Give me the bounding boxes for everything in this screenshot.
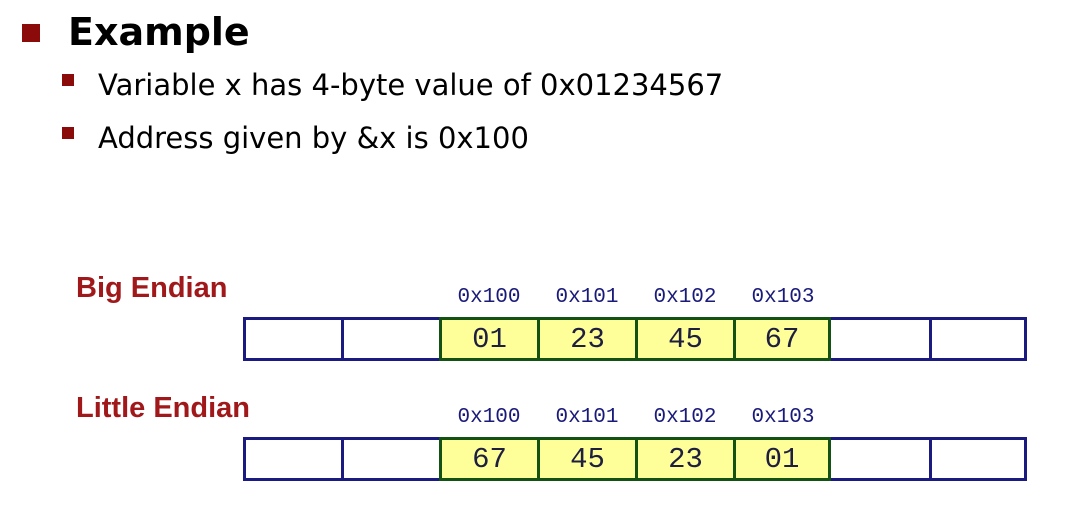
address-label: 0x100 xyxy=(457,286,521,309)
memory-cell-empty xyxy=(341,437,439,481)
memory-cell-empty xyxy=(929,437,1027,481)
heading: Example xyxy=(68,10,250,54)
memory-cell-empty xyxy=(243,317,341,361)
address-label: 0x101 xyxy=(555,286,619,309)
memory-cell-empty xyxy=(341,317,439,361)
little-endian-address-row: 0x100 0x101 0x102 0x103 xyxy=(440,406,832,430)
memory-cell-byte: 67 xyxy=(439,437,537,481)
sub-bullet-icon xyxy=(62,127,74,139)
address-label: 0x103 xyxy=(751,406,815,429)
address-label: 0x101 xyxy=(555,406,619,429)
bullet-address: Address given by &x is 0x100 xyxy=(98,121,529,155)
big-endian-address-row: 0x100 0x101 0x102 0x103 xyxy=(440,286,832,310)
big-endian-label: Big Endian xyxy=(76,272,228,304)
memory-cell-byte: 45 xyxy=(537,437,635,481)
memory-cell-byte: 23 xyxy=(635,437,733,481)
address-label: 0x102 xyxy=(653,286,717,309)
memory-cell-empty xyxy=(929,317,1027,361)
memory-cell-empty xyxy=(831,317,929,361)
little-endian-memory-row: 67 45 23 01 xyxy=(243,437,1027,481)
main-bullet-icon xyxy=(22,24,40,42)
sub-bullet-icon xyxy=(62,74,74,86)
address-label: 0x102 xyxy=(653,406,717,429)
address-label: 0x103 xyxy=(751,286,815,309)
memory-cell-byte: 67 xyxy=(733,317,831,361)
bullet-variable-value: Variable x has 4-byte value of 0x0123456… xyxy=(98,68,724,102)
memory-cell-byte: 23 xyxy=(537,317,635,361)
little-endian-label: Little Endian xyxy=(76,392,250,424)
memory-cell-byte: 01 xyxy=(439,317,537,361)
address-label: 0x100 xyxy=(457,406,521,429)
memory-cell-byte: 45 xyxy=(635,317,733,361)
memory-cell-byte: 01 xyxy=(733,437,831,481)
memory-cell-empty xyxy=(243,437,341,481)
big-endian-memory-row: 01 23 45 67 xyxy=(243,317,1027,361)
memory-cell-empty xyxy=(831,437,929,481)
